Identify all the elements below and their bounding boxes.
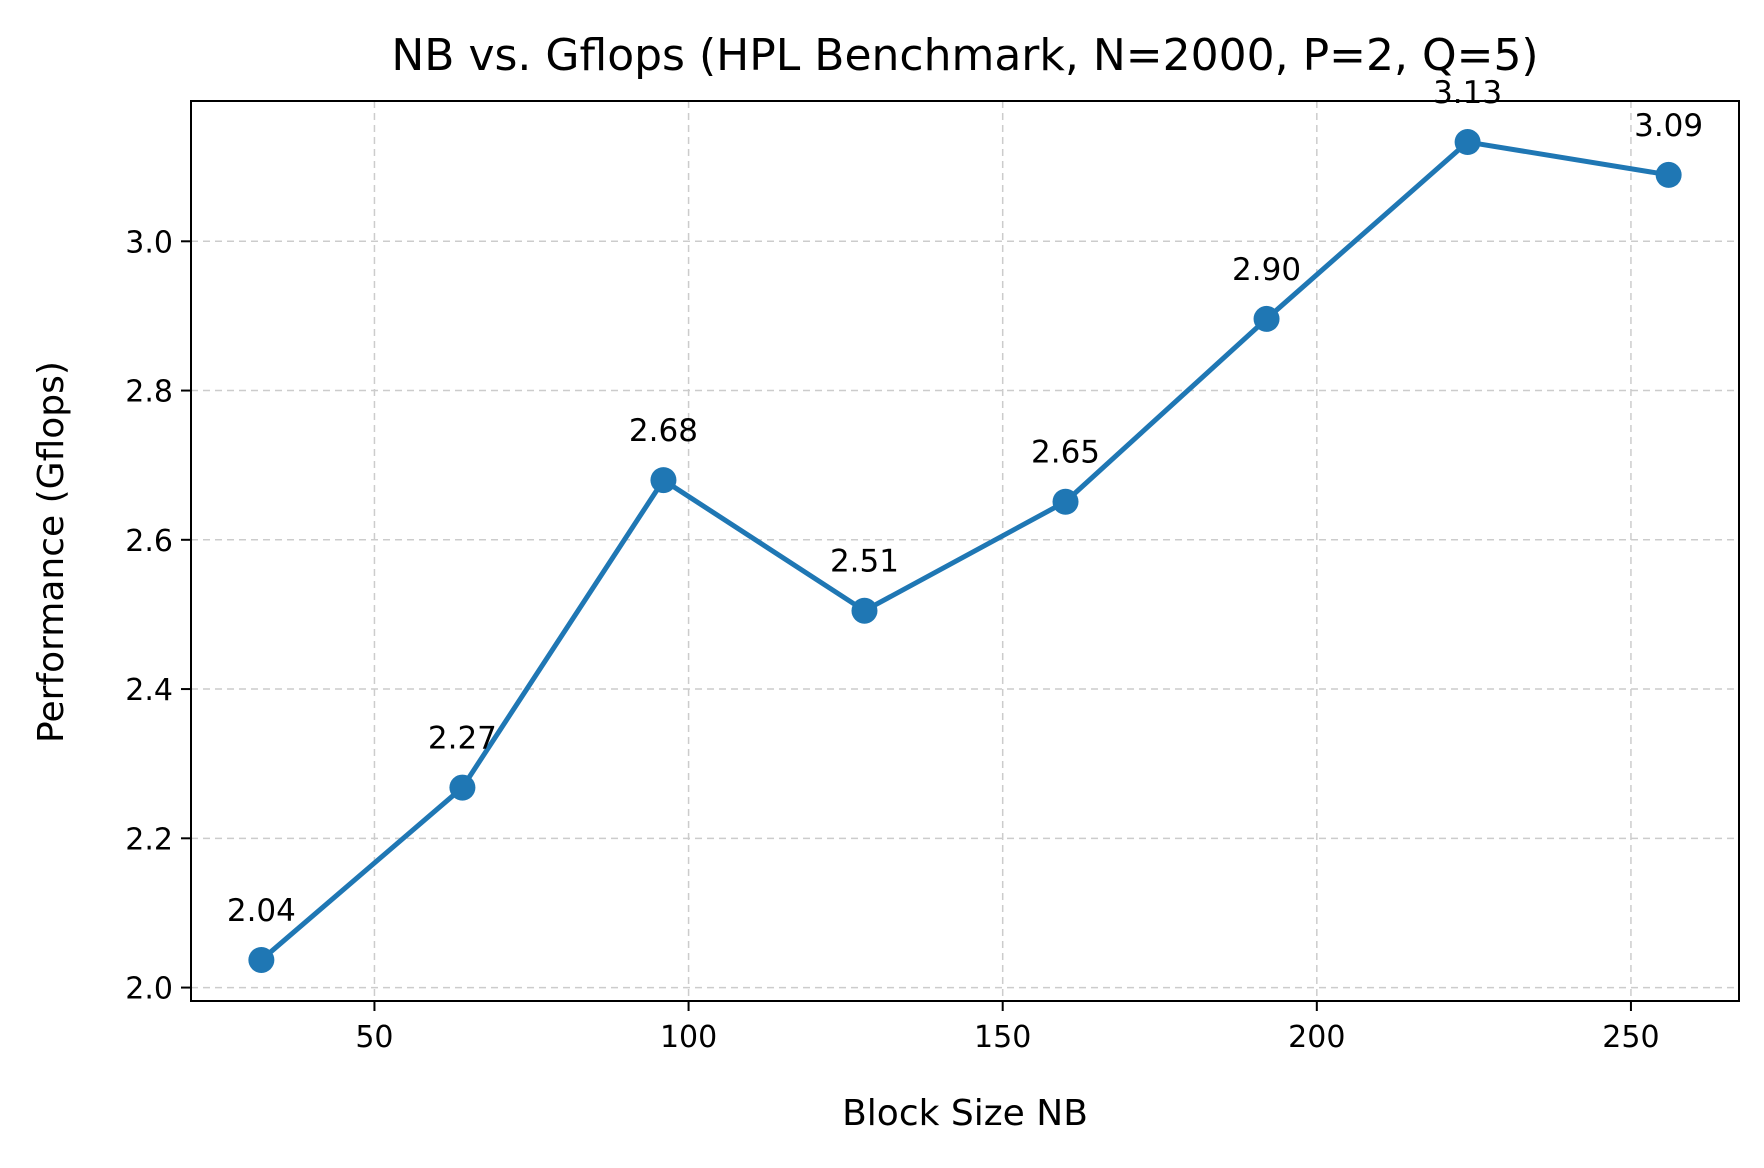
data-label: 2.27 xyxy=(428,721,497,757)
data-label: 2.68 xyxy=(629,413,698,449)
y-tick-label: 3.0 xyxy=(125,225,173,260)
y-tick-label: 2.4 xyxy=(125,673,173,708)
data-point xyxy=(1253,305,1280,332)
y-tick-label: 2.8 xyxy=(125,375,173,410)
y-axis-ticks: 2.0 2.2 2.4 2.6 2.8 3.0 xyxy=(125,225,191,1007)
data-label: 2.90 xyxy=(1232,252,1301,288)
y-tick-label: 2.2 xyxy=(125,822,173,857)
data-label: 3.13 xyxy=(1433,75,1502,111)
series-line xyxy=(258,139,1672,963)
data-point xyxy=(1655,161,1682,188)
x-tick-label: 100 xyxy=(660,1020,717,1055)
plot-frame xyxy=(190,100,1740,1002)
data-point xyxy=(851,597,878,624)
x-tick-label: 150 xyxy=(974,1020,1031,1055)
data-point xyxy=(1454,129,1481,156)
x-axis-ticks: 50 100 150 200 250 xyxy=(355,1001,1660,1055)
data-point xyxy=(1052,488,1079,515)
y-tick-label: 2.0 xyxy=(125,972,173,1007)
data-point xyxy=(449,774,476,801)
data-label: 2.04 xyxy=(227,893,296,929)
x-tick-label: 250 xyxy=(1602,1020,1659,1055)
series-line-group xyxy=(248,129,1682,973)
x-tick-label: 200 xyxy=(1288,1020,1345,1055)
data-label: 3.09 xyxy=(1634,108,1703,144)
data-label: 2.65 xyxy=(1031,435,1100,471)
x-axis-label: Block Size NB xyxy=(842,1093,1088,1134)
y-tick-label: 2.6 xyxy=(125,524,173,559)
data-labels: 2.04 2.27 2.68 2.51 2.65 2.90 3.13 3.09 xyxy=(227,75,1703,929)
y-axis-label: Performance (Gflops) xyxy=(31,361,72,743)
grid xyxy=(191,101,1739,1001)
data-point xyxy=(248,946,275,973)
data-point xyxy=(650,467,677,494)
chart-title: NB vs. Gflops (HPL Benchmark, N=2000, P=… xyxy=(391,30,1538,81)
data-label: 2.51 xyxy=(830,544,899,580)
x-tick-label: 50 xyxy=(355,1020,393,1055)
